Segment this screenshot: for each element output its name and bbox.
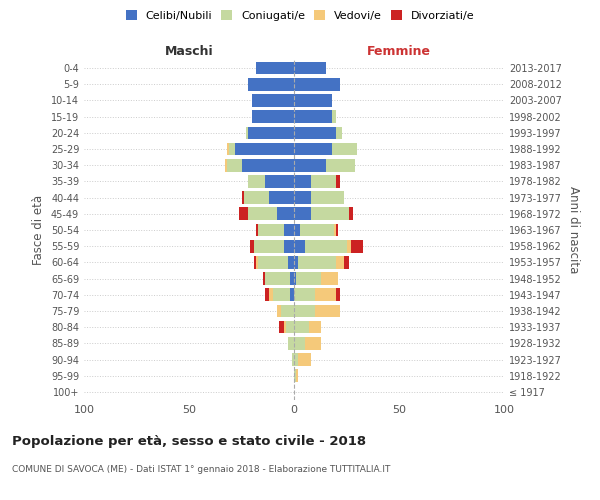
Y-axis label: Fasce di età: Fasce di età [32,195,45,265]
Bar [252,110,294,123]
Bar [309,321,322,334]
Bar [298,353,311,366]
Bar [239,208,248,220]
Bar [284,321,286,334]
Bar [286,321,294,334]
Bar [288,337,294,349]
Text: Femmine: Femmine [367,44,431,58]
Bar [248,208,277,220]
Bar [265,272,290,285]
Bar [294,142,332,156]
Bar [265,288,269,301]
Bar [322,272,338,285]
Bar [259,224,284,236]
Bar [294,159,325,172]
Bar [254,240,284,252]
Bar [294,370,296,382]
Bar [256,256,259,268]
Bar [294,175,311,188]
Bar [259,256,288,268]
Bar [294,192,311,204]
Bar [244,192,269,204]
Bar [263,272,265,285]
Bar [248,78,294,90]
Bar [294,224,301,236]
Bar [305,337,322,349]
Bar [294,288,315,301]
Bar [294,256,298,268]
Bar [325,159,355,172]
Bar [250,240,254,252]
Bar [227,159,241,172]
Bar [241,159,294,172]
Bar [265,175,294,188]
Bar [269,192,294,204]
Bar [252,94,294,107]
Bar [241,192,244,204]
Bar [332,142,357,156]
Bar [294,353,298,366]
Bar [269,288,273,301]
Bar [336,288,340,301]
Bar [248,175,265,188]
Bar [315,304,340,318]
Bar [281,304,294,318]
Bar [288,256,294,268]
Bar [336,224,338,236]
Bar [294,240,305,252]
Bar [284,224,294,236]
Bar [229,142,235,156]
Bar [246,126,248,139]
Text: Maschi: Maschi [164,44,214,58]
Bar [294,94,332,107]
Bar [296,272,322,285]
Bar [225,159,227,172]
Bar [298,256,336,268]
Bar [227,142,229,156]
Bar [301,224,334,236]
Bar [294,126,336,139]
Bar [248,126,294,139]
Bar [305,240,347,252]
Bar [280,321,284,334]
Bar [296,370,298,382]
Bar [256,224,259,236]
Bar [273,288,290,301]
Bar [294,62,325,74]
Y-axis label: Anni di nascita: Anni di nascita [567,186,580,274]
Bar [334,224,336,236]
Bar [290,288,294,301]
Bar [294,78,340,90]
Bar [294,304,315,318]
Bar [336,126,342,139]
Text: Popolazione per età, sesso e stato civile - 2018: Popolazione per età, sesso e stato civil… [12,435,366,448]
Bar [292,353,294,366]
Bar [315,288,336,301]
Bar [294,321,309,334]
Bar [294,272,296,285]
Bar [294,110,332,123]
Text: COMUNE DI SAVOCA (ME) - Dati ISTAT 1° gennaio 2018 - Elaborazione TUTTITALIA.IT: COMUNE DI SAVOCA (ME) - Dati ISTAT 1° ge… [12,465,391,474]
Bar [311,175,336,188]
Bar [311,208,349,220]
Bar [349,208,353,220]
Bar [277,208,294,220]
Bar [344,256,349,268]
Bar [256,62,294,74]
Legend: Celibi/Nubili, Coniugati/e, Vedovi/e, Divorziati/e: Celibi/Nubili, Coniugati/e, Vedovi/e, Di… [124,8,476,23]
Bar [311,192,344,204]
Bar [284,240,294,252]
Bar [294,208,311,220]
Bar [254,256,256,268]
Bar [347,240,350,252]
Bar [350,240,364,252]
Bar [235,142,294,156]
Bar [336,175,340,188]
Bar [332,110,336,123]
Bar [336,256,344,268]
Bar [294,337,305,349]
Bar [277,304,281,318]
Bar [290,272,294,285]
